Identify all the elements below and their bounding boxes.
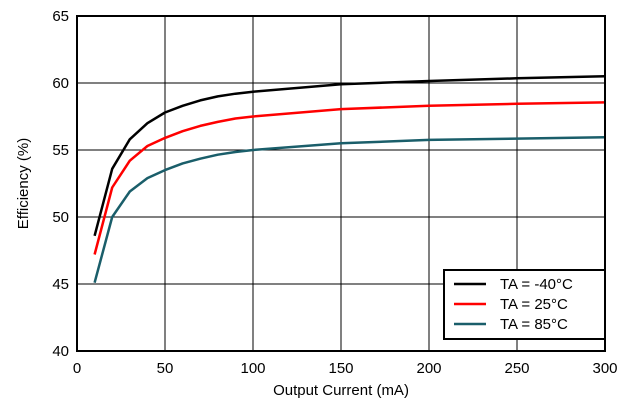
tick-labels: 0 50 100 150 200 250 300 40 45 50 55 60 65 xyxy=(52,8,617,377)
x-tick-label: 250 xyxy=(504,360,529,377)
x-axis-label: Output Current (mA) xyxy=(273,382,409,399)
series-lines xyxy=(93,75,606,284)
grid xyxy=(77,16,605,351)
legend-label: TA = 85°C xyxy=(500,316,568,333)
legend: TA = -40°C TA = 25°C TA = 85°C xyxy=(443,269,606,340)
legend-label: TA = -40°C xyxy=(500,276,573,293)
series-line xyxy=(93,75,606,237)
x-tick-label: 300 xyxy=(592,360,617,377)
y-tick-label: 45 xyxy=(52,276,69,293)
y-tick-label: 55 xyxy=(52,142,69,159)
x-tick-label: 0 xyxy=(73,360,81,377)
y-tick-label: 65 xyxy=(52,8,69,25)
y-tick-label: 40 xyxy=(52,343,69,360)
x-tick-label: 50 xyxy=(157,360,174,377)
x-tick-label: 100 xyxy=(240,360,265,377)
x-tick-label: 200 xyxy=(416,360,441,377)
y-tick-label: 60 xyxy=(52,75,69,92)
y-axis-label: Efficiency (%) xyxy=(15,138,32,229)
y-tick-label: 50 xyxy=(52,209,69,226)
legend-label: TA = 25°C xyxy=(500,296,568,313)
series-line xyxy=(93,136,606,284)
plot-frame xyxy=(76,15,606,352)
x-tick-label: 150 xyxy=(328,360,353,377)
legend-box xyxy=(443,269,606,340)
series-line xyxy=(93,101,606,255)
